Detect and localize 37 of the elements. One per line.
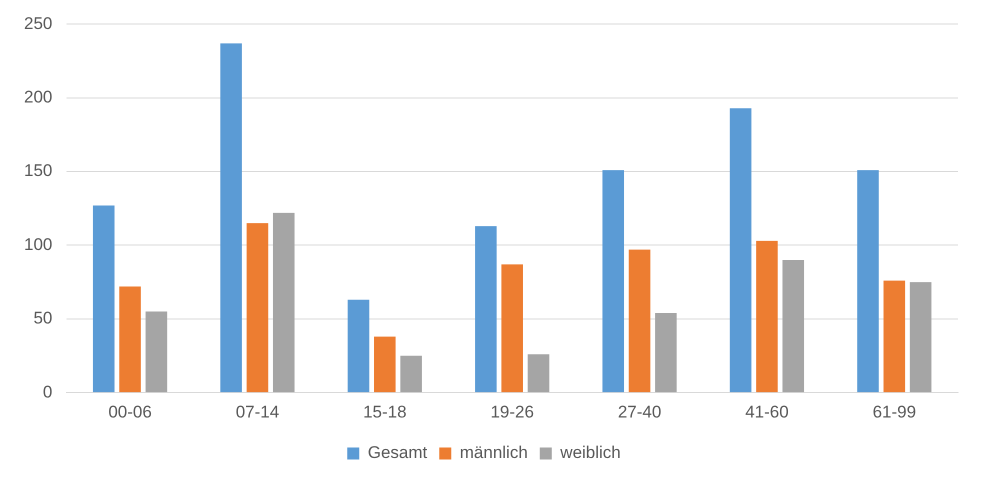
legend-label: männlich xyxy=(460,443,528,462)
bar xyxy=(348,300,370,392)
bar xyxy=(884,280,906,392)
bar xyxy=(602,170,624,392)
bar xyxy=(220,43,242,392)
bar xyxy=(272,212,295,392)
bar xyxy=(475,226,497,392)
bar xyxy=(146,312,168,392)
bar xyxy=(501,264,523,392)
x-tick-label: 27-40 xyxy=(618,402,662,422)
bar xyxy=(400,356,422,392)
bar xyxy=(655,313,677,392)
bar xyxy=(730,108,752,392)
x-tick-label: 00-06 xyxy=(108,402,152,422)
bar xyxy=(92,205,115,392)
y-tick-label: 0 xyxy=(42,382,52,402)
legend-label: weiblich xyxy=(559,443,621,462)
y-tick-label: 100 xyxy=(24,234,52,254)
y-tick-label: 200 xyxy=(24,88,52,107)
bar xyxy=(782,260,804,392)
bar xyxy=(910,282,932,392)
bar xyxy=(628,250,650,392)
y-tick-label: 150 xyxy=(24,161,52,180)
x-tick-label: 15-18 xyxy=(363,402,407,422)
y-tick-label: 250 xyxy=(24,14,52,33)
x-tick-label: 41-60 xyxy=(745,402,789,422)
x-tick-label: 61-99 xyxy=(872,402,916,422)
bar xyxy=(119,286,141,392)
bar xyxy=(756,240,778,392)
bar xyxy=(374,336,396,392)
y-tick-label: 50 xyxy=(33,308,52,328)
legend-label: Gesamt xyxy=(368,443,428,462)
x-tick-label: 07-14 xyxy=(236,402,280,422)
bar xyxy=(246,223,268,392)
bar xyxy=(857,170,879,392)
bar xyxy=(528,354,550,392)
x-tick-label: 19-26 xyxy=(490,402,534,422)
